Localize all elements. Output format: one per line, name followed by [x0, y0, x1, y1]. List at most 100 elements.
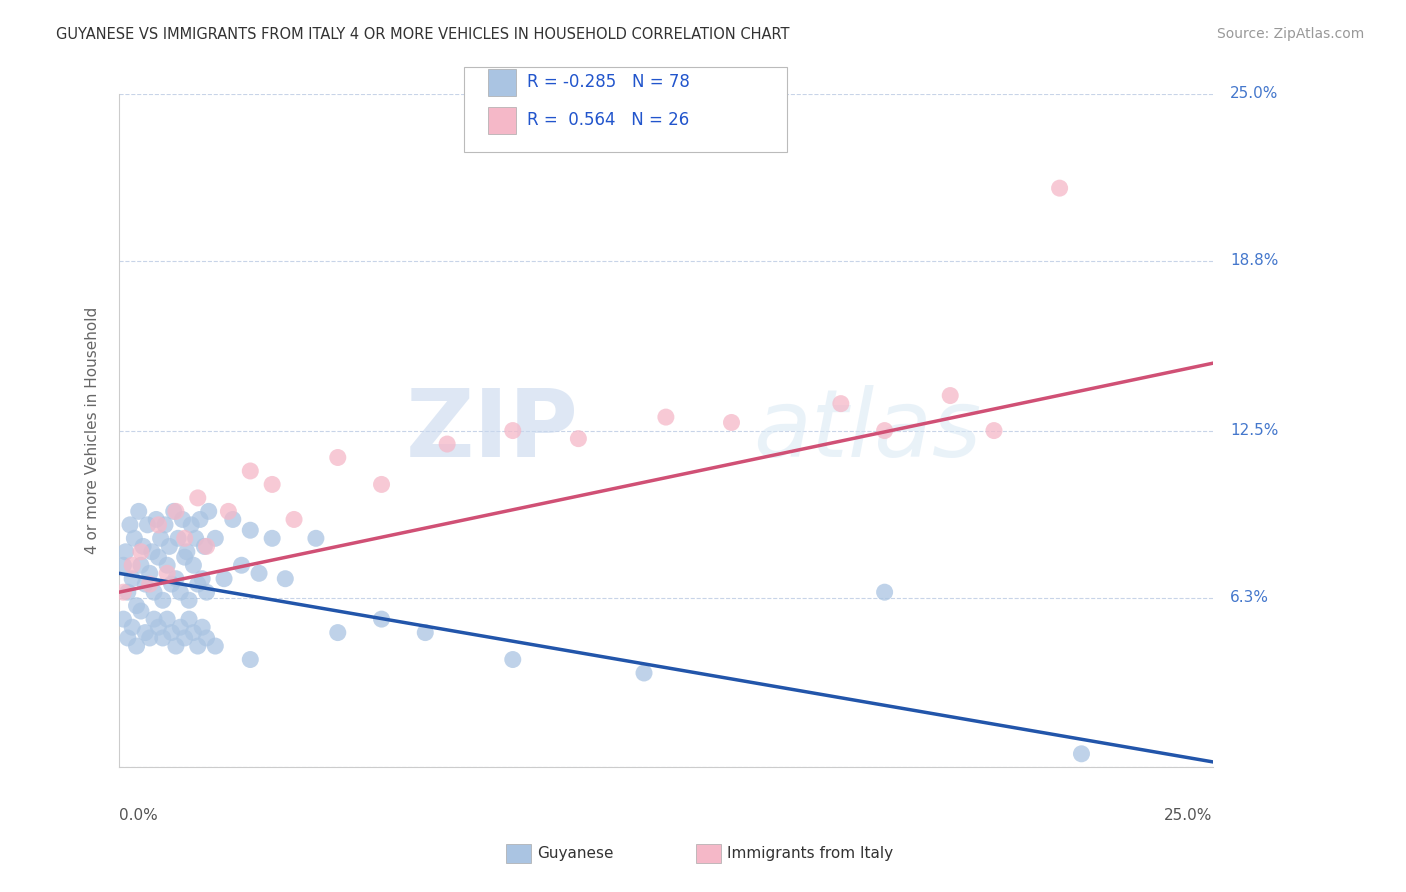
Point [191, 620, 214, 634]
Text: 12.5%: 12.5% [1230, 423, 1278, 438]
Point [118, 517, 141, 532]
Text: ZIP: ZIP [405, 384, 578, 476]
Point [193, 540, 215, 554]
Point [1070, 747, 1092, 761]
Point [231, 558, 253, 573]
Point [125, 639, 148, 653]
Point [156, 612, 179, 626]
Point [195, 540, 218, 554]
Point [187, 491, 209, 505]
Point [239, 464, 262, 478]
Point [873, 424, 896, 438]
Point [177, 612, 200, 626]
Point [165, 504, 187, 518]
Point [149, 531, 172, 545]
Point [112, 585, 135, 599]
Point [128, 504, 150, 518]
Point [114, 545, 136, 559]
Point [262, 477, 284, 491]
Point [413, 625, 436, 640]
Point [370, 612, 392, 626]
Point [138, 577, 160, 591]
Text: 18.8%: 18.8% [1230, 253, 1278, 268]
Point [502, 424, 524, 438]
Point [160, 577, 183, 591]
Point [567, 432, 589, 446]
Point [163, 504, 186, 518]
Text: GUYANESE VS IMMIGRANTS FROM ITALY 4 OR MORE VEHICLES IN HOUSEHOLD CORRELATION CH: GUYANESE VS IMMIGRANTS FROM ITALY 4 OR M… [56, 27, 790, 42]
Point [204, 531, 226, 545]
Point [1049, 181, 1071, 195]
Point [187, 639, 209, 653]
Point [138, 631, 160, 645]
Point [177, 593, 200, 607]
Point [305, 531, 328, 545]
Point [180, 517, 202, 532]
Point [169, 585, 191, 599]
Point [173, 550, 195, 565]
Text: Guyanese: Guyanese [537, 847, 613, 861]
Point [129, 604, 152, 618]
Text: atlas: atlas [754, 385, 981, 476]
Text: 25.0%: 25.0% [1164, 807, 1213, 822]
Point [129, 558, 152, 573]
Point [173, 631, 195, 645]
Point [326, 450, 349, 465]
Point [165, 639, 187, 653]
Y-axis label: 4 or more Vehicles in Household: 4 or more Vehicles in Household [86, 307, 100, 554]
Point [121, 620, 143, 634]
Point [187, 577, 209, 591]
Point [125, 599, 148, 613]
Point [143, 585, 166, 599]
Point [169, 620, 191, 634]
Point [326, 625, 349, 640]
Point [633, 665, 655, 680]
Point [143, 612, 166, 626]
Point [153, 517, 176, 532]
Text: 6.3%: 6.3% [1230, 591, 1270, 605]
Point [117, 585, 139, 599]
Text: Immigrants from Italy: Immigrants from Italy [727, 847, 893, 861]
Point [188, 512, 211, 526]
Point [121, 572, 143, 586]
Point [184, 531, 207, 545]
Point [132, 540, 155, 554]
Point [134, 625, 156, 640]
Point [212, 572, 235, 586]
Point [274, 572, 297, 586]
Point [195, 585, 218, 599]
Text: Source: ZipAtlas.com: Source: ZipAtlas.com [1216, 27, 1364, 41]
Point [152, 631, 174, 645]
Point [156, 558, 179, 573]
Point [720, 416, 742, 430]
Point [152, 593, 174, 607]
Point [148, 517, 170, 532]
Point [138, 566, 160, 581]
Point [939, 388, 962, 402]
Point [148, 620, 170, 634]
Point [655, 410, 678, 425]
Point [239, 652, 262, 666]
Point [112, 612, 135, 626]
Point [121, 558, 143, 573]
Point [172, 512, 194, 526]
Point [157, 540, 180, 554]
Point [204, 639, 226, 653]
Point [167, 531, 190, 545]
Point [112, 558, 135, 573]
Point [191, 572, 214, 586]
Point [129, 545, 152, 559]
Point [124, 531, 146, 545]
Point [239, 523, 262, 537]
Point [873, 585, 896, 599]
Point [136, 517, 159, 532]
Point [217, 504, 239, 518]
Point [197, 504, 219, 518]
Text: 25.0%: 25.0% [1230, 87, 1278, 102]
Text: 0.0%: 0.0% [120, 807, 157, 822]
Point [183, 625, 205, 640]
Point [141, 545, 163, 559]
Point [830, 396, 852, 410]
Point [436, 437, 458, 451]
Point [176, 545, 198, 559]
